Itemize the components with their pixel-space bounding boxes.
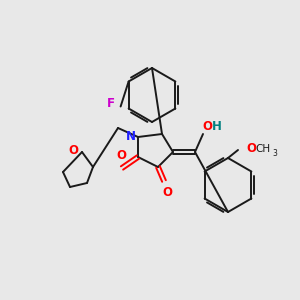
Text: 3: 3: [272, 148, 277, 158]
Text: O: O: [202, 121, 212, 134]
Text: O: O: [162, 186, 172, 199]
Text: O: O: [116, 149, 126, 162]
Text: H: H: [212, 121, 222, 134]
Text: CH: CH: [255, 144, 270, 154]
Text: O: O: [246, 142, 256, 155]
Text: N: N: [126, 130, 136, 142]
Text: O: O: [68, 143, 78, 157]
Text: F: F: [106, 97, 115, 110]
